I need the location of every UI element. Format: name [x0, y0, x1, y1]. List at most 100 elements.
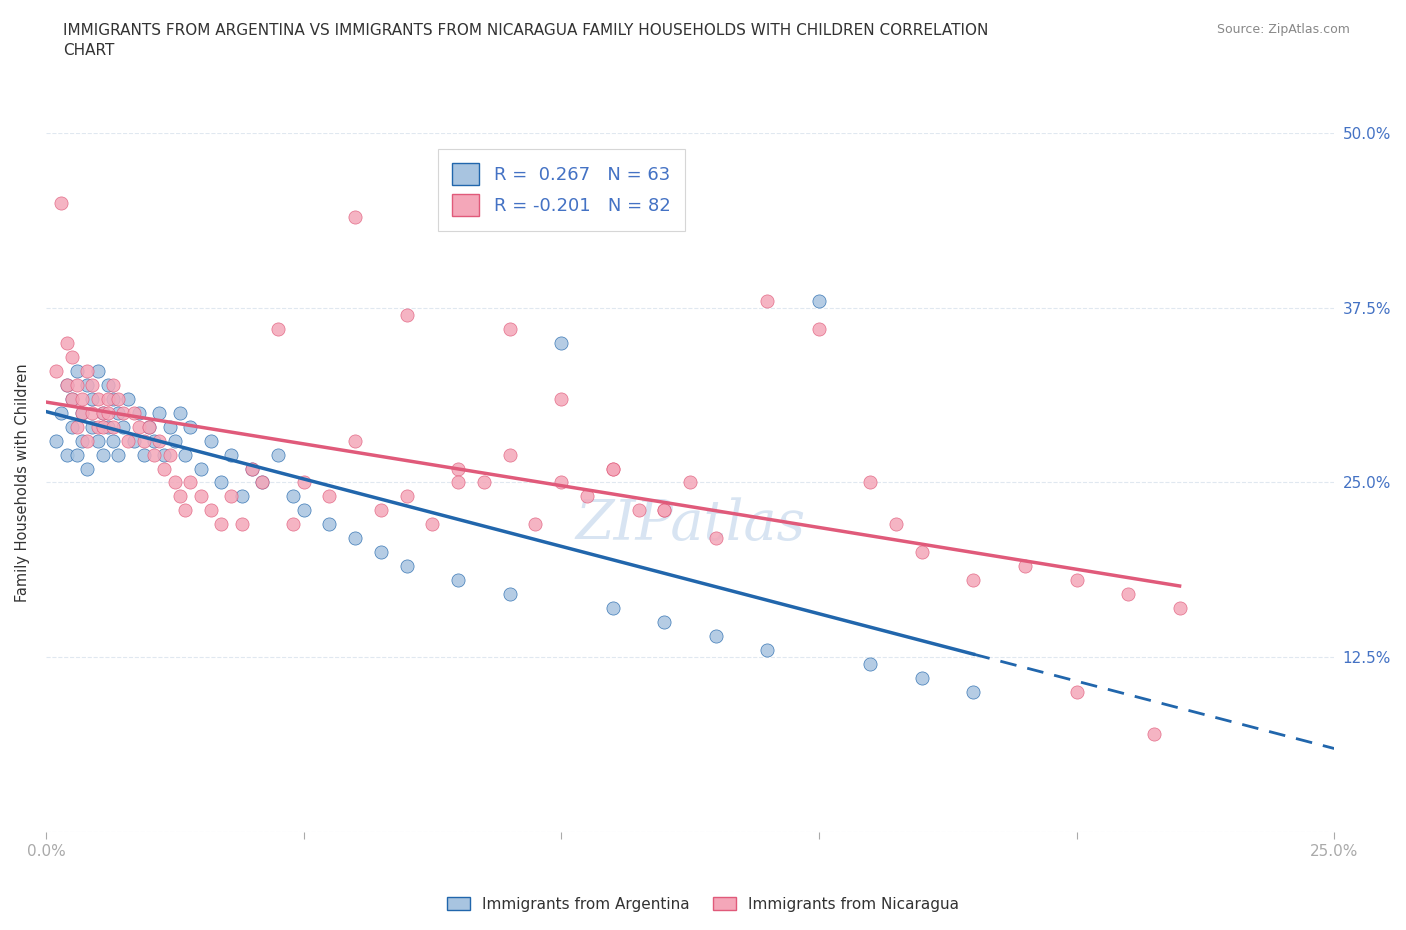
Point	[107, 405, 129, 420]
Point	[169, 489, 191, 504]
Point	[447, 475, 470, 490]
Point	[627, 503, 650, 518]
Point	[344, 433, 367, 448]
Point	[51, 405, 73, 420]
Point	[179, 475, 201, 490]
Point	[602, 601, 624, 616]
Point	[153, 461, 176, 476]
Point	[70, 405, 93, 420]
Point	[60, 392, 83, 406]
Point	[370, 545, 392, 560]
Point	[169, 405, 191, 420]
Point	[60, 419, 83, 434]
Point	[132, 447, 155, 462]
Point	[550, 392, 572, 406]
Point	[756, 293, 779, 308]
Point	[395, 489, 418, 504]
Point	[499, 321, 522, 336]
Point	[70, 433, 93, 448]
Text: IMMIGRANTS FROM ARGENTINA VS IMMIGRANTS FROM NICARAGUA FAMILY HOUSEHOLDS WITH CH: IMMIGRANTS FROM ARGENTINA VS IMMIGRANTS …	[63, 23, 988, 58]
Point	[82, 419, 104, 434]
Point	[652, 615, 675, 630]
Point	[86, 419, 108, 434]
Point	[91, 447, 114, 462]
Point	[550, 475, 572, 490]
Legend: Immigrants from Argentina, Immigrants from Nicaragua: Immigrants from Argentina, Immigrants fr…	[441, 890, 965, 918]
Point	[159, 447, 181, 462]
Point	[704, 629, 727, 644]
Point	[101, 377, 124, 392]
Point	[91, 405, 114, 420]
Point	[190, 489, 212, 504]
Point	[209, 517, 232, 532]
Point	[962, 573, 984, 588]
Point	[51, 195, 73, 210]
Point	[472, 475, 495, 490]
Point	[148, 433, 170, 448]
Point	[143, 433, 166, 448]
Point	[209, 475, 232, 490]
Point	[60, 392, 83, 406]
Point	[221, 447, 243, 462]
Point	[107, 447, 129, 462]
Point	[422, 517, 444, 532]
Point	[55, 335, 77, 350]
Point	[82, 377, 104, 392]
Point	[66, 377, 89, 392]
Point	[447, 573, 470, 588]
Point	[55, 377, 77, 392]
Point	[962, 685, 984, 700]
Point	[1066, 573, 1088, 588]
Point	[283, 517, 305, 532]
Point	[66, 363, 89, 378]
Point	[524, 517, 547, 532]
Point	[190, 461, 212, 476]
Point	[138, 419, 160, 434]
Point	[66, 419, 89, 434]
Point	[76, 377, 98, 392]
Point	[76, 461, 98, 476]
Point	[221, 489, 243, 504]
Point	[267, 321, 290, 336]
Point	[97, 405, 120, 420]
Point	[370, 503, 392, 518]
Point	[200, 433, 222, 448]
Point	[132, 433, 155, 448]
Point	[55, 447, 77, 462]
Point	[86, 392, 108, 406]
Point	[267, 447, 290, 462]
Point	[163, 433, 186, 448]
Point	[117, 433, 139, 448]
Point	[252, 475, 274, 490]
Point	[292, 503, 315, 518]
Point	[97, 377, 120, 392]
Point	[122, 405, 145, 420]
Point	[884, 517, 907, 532]
Point	[344, 209, 367, 224]
Point	[395, 307, 418, 322]
Text: ZIPatlas: ZIPatlas	[575, 498, 806, 551]
Point	[576, 489, 599, 504]
Point	[163, 475, 186, 490]
Point	[82, 392, 104, 406]
Point	[76, 433, 98, 448]
Point	[153, 447, 176, 462]
Point	[148, 405, 170, 420]
Point	[344, 531, 367, 546]
Point	[252, 475, 274, 490]
Point	[292, 475, 315, 490]
Point	[91, 419, 114, 434]
Point	[159, 419, 181, 434]
Point	[499, 447, 522, 462]
Point	[128, 405, 150, 420]
Point	[107, 392, 129, 406]
Point	[76, 363, 98, 378]
Point	[550, 335, 572, 350]
Point	[859, 657, 882, 671]
Point	[756, 643, 779, 658]
Point	[283, 489, 305, 504]
Point	[911, 545, 934, 560]
Point	[240, 461, 263, 476]
Point	[1168, 601, 1191, 616]
Point	[112, 419, 135, 434]
